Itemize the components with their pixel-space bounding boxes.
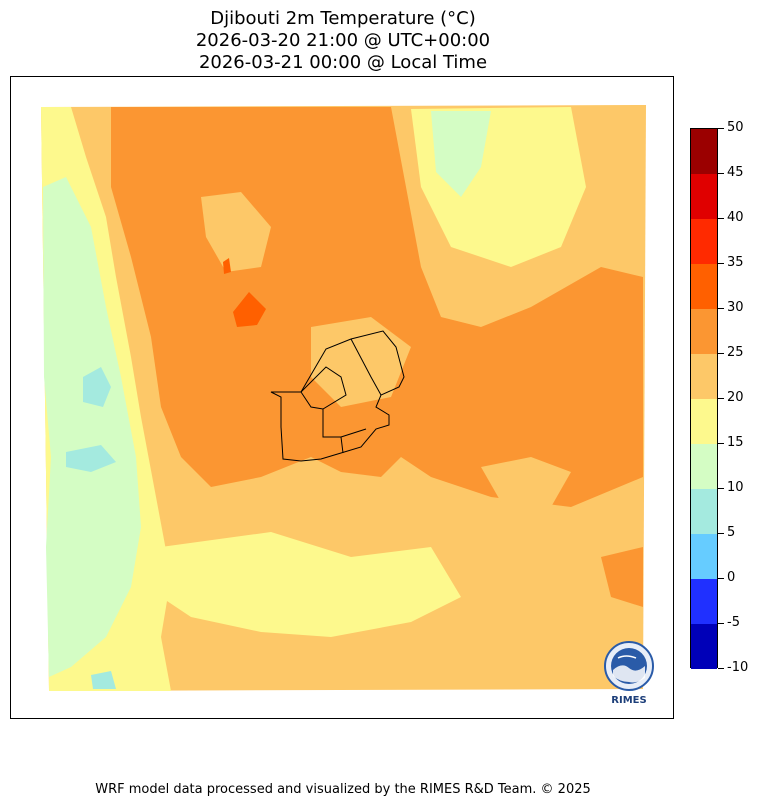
boundary-region-4 xyxy=(340,428,367,438)
title-line-1: Djibouti 2m Temperature (°C) xyxy=(210,8,476,29)
djibouti-boundaries xyxy=(270,330,405,462)
colorbar-segment xyxy=(691,489,717,534)
colorbar-tick-label: -10 xyxy=(727,660,749,675)
colorbar-tick-label: 15 xyxy=(727,435,744,450)
colorbar-tick xyxy=(718,668,724,669)
colorbar-tick xyxy=(718,623,724,624)
field-5-10-b xyxy=(66,445,116,472)
colorbar-tick-label: 20 xyxy=(727,390,744,405)
rimes-globe-icon xyxy=(604,641,654,691)
colorbar-tick xyxy=(718,578,724,579)
field-25-30-northwest xyxy=(159,167,226,277)
colorbar xyxy=(690,128,718,669)
colorbar-segment xyxy=(691,354,717,399)
colorbar-segment xyxy=(691,174,717,219)
colorbar-tick-label: 10 xyxy=(727,480,744,495)
colorbar-tick-label: -5 xyxy=(727,615,740,630)
colorbar-segment xyxy=(691,579,717,624)
colorbar-segment xyxy=(691,219,717,264)
title-line-3: 2026-03-21 00:00 @ Local Time xyxy=(198,52,488,73)
rimes-logo: RIMES xyxy=(598,640,660,706)
temperature-map xyxy=(41,105,646,691)
field-30-35-a xyxy=(233,292,266,327)
colorbar-tick-label: 30 xyxy=(727,300,744,315)
colorbar-segment xyxy=(691,309,717,354)
colorbar-tick xyxy=(718,128,724,129)
field-30-35-b xyxy=(223,258,231,274)
colorbar-tick xyxy=(718,218,724,219)
colorbar-tick xyxy=(718,173,724,174)
colorbar-tick-label: 50 xyxy=(727,120,744,135)
colorbar-tick-label: 35 xyxy=(727,255,744,270)
colorbar-segment xyxy=(691,534,717,579)
field-15-20-south xyxy=(161,532,461,637)
colorbar-tick-label: 40 xyxy=(727,210,744,225)
colorbar-tick xyxy=(718,308,724,309)
boundary-outline xyxy=(270,330,405,462)
boundary-region-2 xyxy=(350,338,382,396)
colorbar-tick-label: 25 xyxy=(727,345,744,360)
colorbar-segment xyxy=(691,399,717,444)
colorbar-segment xyxy=(691,624,717,669)
colorbar-segment xyxy=(691,444,717,489)
colorbar-segment xyxy=(691,264,717,309)
colorbar-tick xyxy=(718,488,724,489)
field-10-15-west xyxy=(43,177,141,677)
logo-text: RIMES xyxy=(611,695,647,706)
colorbar-tick xyxy=(718,398,724,399)
colorbar-tick-label: 45 xyxy=(727,165,744,180)
field-25-30-se xyxy=(601,547,643,607)
colorbar-tick xyxy=(718,443,724,444)
field-10-15-ne xyxy=(431,111,491,197)
title-line-2: 2026-03-20 21:00 @ UTC+00:00 xyxy=(195,30,491,51)
field-20-25-inner-c xyxy=(481,457,571,507)
field-5-10-c xyxy=(91,671,116,689)
colorbar-tick xyxy=(718,533,724,534)
credit-text: WRF model data processed and visualized … xyxy=(95,782,591,797)
field-20-25-inner-a xyxy=(201,192,271,272)
boundary-region-3 xyxy=(322,409,344,454)
colorbar-tick xyxy=(718,353,724,354)
chart-title: Djibouti 2m Temperature (°C) 2026-03-20 … xyxy=(0,8,686,74)
field-5-10-a xyxy=(83,367,111,407)
colorbar-tick xyxy=(718,263,724,264)
colorbar-tick-label: 0 xyxy=(727,570,736,585)
colorbar-tick-label: 5 xyxy=(727,525,736,540)
map-panel xyxy=(10,76,674,719)
colorbar-segment xyxy=(691,129,717,174)
boundary-region-1 xyxy=(300,366,347,410)
field-20-25-inner-b xyxy=(311,317,411,407)
